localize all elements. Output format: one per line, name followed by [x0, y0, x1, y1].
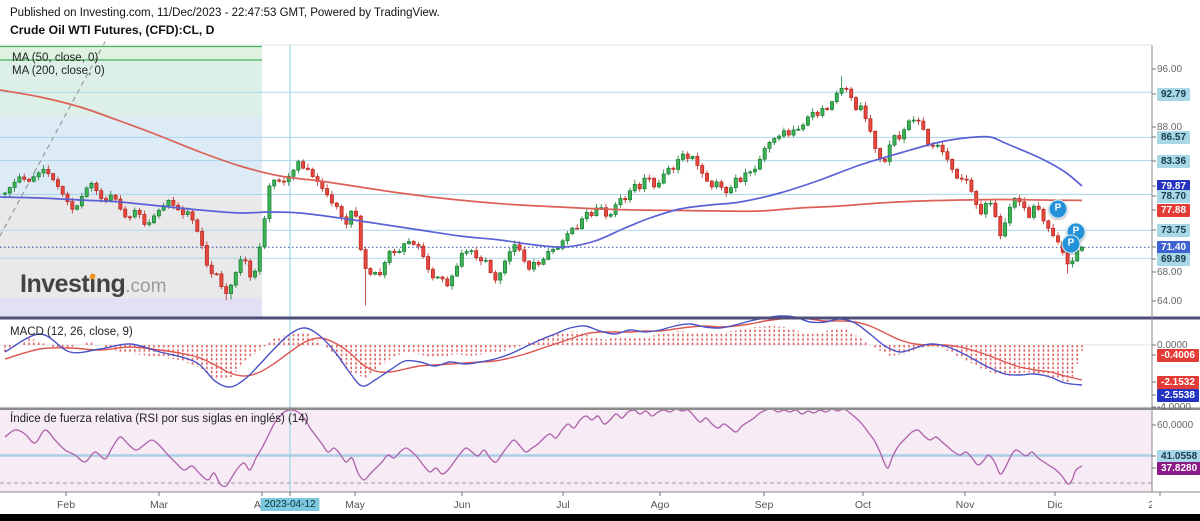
macd-axis-badge: -2.1532 — [1157, 375, 1199, 389]
x-axis-label-may: May — [345, 499, 365, 511]
x-axis-label-jul: Jul — [556, 499, 570, 511]
price-axis-badge: 79.87 — [1157, 179, 1191, 193]
rsi-panel-divider — [0, 407, 1200, 410]
price-axis-badge: 73.75 — [1157, 223, 1191, 237]
price-axis-badge: 83.36 — [1157, 154, 1191, 168]
price-axis-badge: 69.89 — [1157, 252, 1191, 266]
bottom-bar — [0, 514, 1200, 521]
macd-axis-badge: -2.5538 — [1157, 388, 1199, 402]
x-axis-month-strip[interactable]: FebMarAbrMayJunJulAgoSepOctNovDic2024 — [0, 498, 1152, 514]
macd-title: MACD (12, 26, close, 9) — [10, 326, 133, 338]
price-axis-label: 88.00 — [1157, 121, 1183, 133]
ma200-line — [0, 89, 1083, 213]
x-axis-date-badge: 2023-04-12 — [260, 498, 320, 511]
macd-axis-label: -4.0000 — [1157, 401, 1191, 413]
x-axis-label-2024: 2024 — [1148, 499, 1152, 511]
rsi-axis-badge: 37.8280 — [1157, 461, 1200, 475]
instrument-title: Crude Oil WTI Futures, (CFD):CL, D — [10, 23, 215, 37]
price-axis-badge: 71.40 — [1157, 240, 1191, 254]
macd-axis-label: 0.0000 — [1157, 339, 1188, 351]
x-axis-label-ago: Ago — [650, 499, 670, 511]
watermark-bold: Investing — [20, 270, 126, 298]
rsi-axis-badge: 41.0558 — [1157, 449, 1200, 463]
ma50-line — [0, 135, 1083, 249]
rsi-line — [4, 408, 1083, 488]
x-axis-label-dic: Dic — [1047, 499, 1063, 511]
macd-main-line — [4, 315, 1083, 388]
macd-histogram — [4, 326, 1083, 383]
candlestick-series[interactable] — [3, 76, 1084, 306]
ma200-label: MA (200, close, 0) — [12, 65, 105, 77]
trendline[interactable] — [0, 39, 107, 237]
price-axis-badge: 78.70 — [1157, 189, 1191, 203]
price-axis-label: 64.00 — [1157, 295, 1183, 307]
published-line: Published on Investing.com, 11/Dec/2023 … — [10, 7, 440, 19]
macd-panel-divider — [0, 316, 1200, 320]
x-axis-label-mar: Mar — [149, 499, 169, 511]
investing-watermark: Investing.com — [20, 270, 166, 299]
pivot-marker-3[interactable]: P — [1061, 234, 1081, 254]
x-axis-label-oct: Oct — [854, 499, 872, 511]
rsi-panel-bg — [0, 410, 1152, 492]
x-axis-label-sep: Sep — [754, 499, 774, 511]
watermark-suffix: .com — [125, 276, 167, 297]
price-axis-badge: 77.88 — [1157, 203, 1191, 217]
macd-axis-badge: -0.4006 — [1157, 348, 1199, 362]
price-axis-badge: 86.57 — [1157, 130, 1191, 144]
price-axis-badge: 92.79 — [1157, 87, 1191, 101]
ma50-label: MA (50, close, 0) — [12, 52, 99, 64]
rsi-title: Índice de fuerza relativa (RSI por sus s… — [10, 413, 309, 425]
axis-ticks — [65, 68, 1161, 496]
rsi-axis-label: 60.0000 — [1157, 419, 1194, 431]
price-axis-label: 96.00 — [1157, 63, 1183, 75]
macd-signal-line — [4, 317, 1083, 381]
pivot-marker-1[interactable]: P — [1048, 199, 1068, 219]
x-axis-label-jun: Jun — [453, 499, 471, 511]
price-axis-label: 68.00 — [1157, 266, 1183, 278]
price-level-lines — [0, 91, 1152, 259]
x-axis-label-nov: Nov — [955, 499, 975, 511]
x-axis-label-feb: Feb — [56, 499, 76, 511]
